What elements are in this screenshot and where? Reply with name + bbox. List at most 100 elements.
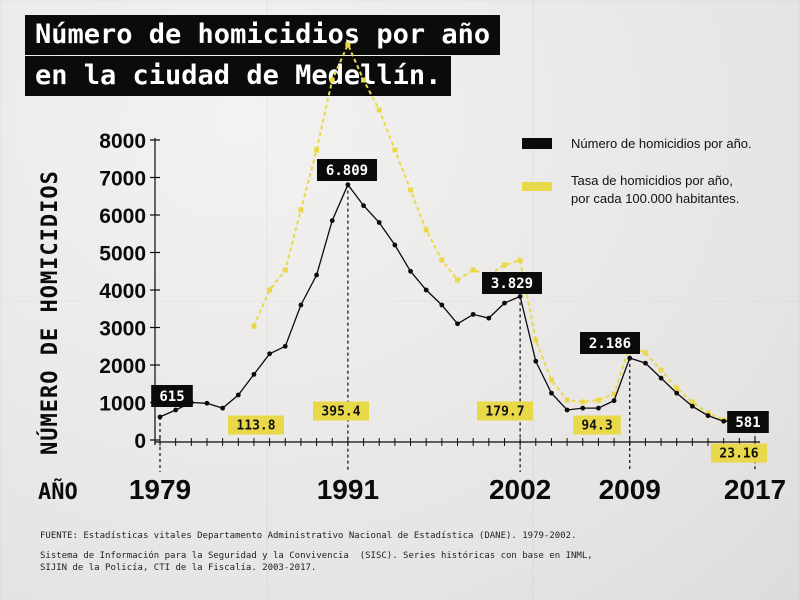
count-point [721, 418, 727, 424]
count-point [251, 371, 257, 377]
rate-point [329, 77, 335, 83]
count-value-label: 581 [727, 411, 769, 433]
x-tick-label: 1979 [129, 474, 191, 505]
x-axis: 1979 1991 2002 2009 2017 [129, 438, 786, 505]
count-point [204, 400, 210, 406]
y-tick-label: 8000 [99, 130, 146, 153]
count-point [345, 182, 351, 188]
count-point [564, 407, 570, 413]
source-note-1: FUENTE: Estadísticas vitales Departament… [40, 531, 577, 541]
rate-point [642, 350, 648, 356]
count-point [705, 413, 711, 419]
rate-point [658, 367, 664, 373]
rate-point [251, 323, 257, 329]
rate-label-text: 179.7 [485, 405, 524, 420]
count-label-box [482, 272, 542, 294]
rate-point [361, 77, 367, 83]
legend-label-rate: por cada 100.000 habitantes. [571, 191, 739, 206]
rate-point [314, 147, 320, 153]
rate-label-box [477, 401, 533, 421]
y-tick-label: 0 [134, 430, 146, 453]
count-value-label: 615 [151, 385, 193, 407]
rate-point [267, 287, 273, 293]
chart-title-line-2: en la ciudad de Medellín. [25, 56, 452, 96]
rate-point [298, 207, 304, 213]
rate-point [501, 262, 507, 268]
count-label-text: 3.829 [491, 276, 533, 292]
y-tick-label: 4000 [99, 280, 146, 303]
count-point [689, 403, 695, 409]
count-point [642, 360, 648, 366]
rate-point [580, 399, 586, 405]
x-tick-label: 2009 [599, 474, 661, 505]
y-tick-label: 7000 [99, 168, 146, 191]
legend: Número de homicidios por año. Tasa de hom… [522, 136, 752, 206]
count-point [611, 398, 617, 404]
count-point [658, 375, 664, 381]
count-point [627, 355, 633, 361]
rate-point [376, 107, 382, 113]
count-point [455, 321, 460, 327]
rate-point [423, 227, 429, 233]
rate-point [408, 187, 414, 193]
count-label-text: 615 [159, 389, 184, 405]
count-point [267, 351, 273, 357]
rate-label-text: 113.8 [236, 419, 275, 434]
rate-label-text: 23.16 [719, 447, 758, 462]
count-point [235, 392, 241, 398]
y-tick-label: 3000 [99, 318, 146, 341]
rate-label-box [313, 401, 369, 421]
rate-point [345, 42, 351, 48]
rate-point [674, 385, 680, 391]
x-axis-title: AÑO [38, 479, 78, 505]
value-labels: 615 6.809 3.829 2.186 581 113.8 395.4 179.7 94.3… [151, 159, 769, 463]
count-value-label: 3.829 [482, 272, 542, 294]
chart-title-line-1: Número de homicidios por año [25, 15, 501, 55]
count-line [159, 183, 756, 422]
count-label-box [727, 411, 769, 433]
rate-point [470, 267, 476, 273]
rate-line [252, 42, 756, 422]
count-label-text: 2.186 [589, 336, 631, 352]
rate-point [548, 377, 554, 383]
rate-point [439, 257, 445, 263]
rate-value-label: 94.3 [573, 415, 621, 435]
rate-point [595, 397, 601, 403]
count-label-box [580, 332, 640, 354]
rate-label-box [573, 415, 621, 435]
count-point [282, 343, 288, 349]
count-point [392, 242, 398, 248]
count-point [596, 405, 601, 411]
x-tick-label: 2002 [489, 474, 551, 505]
count-value-label: 6.809 [317, 159, 377, 181]
count-value-label: 2.186 [580, 332, 640, 354]
rate-value-label: 179.7 [477, 401, 533, 421]
count-point [157, 414, 163, 420]
x-tick-label: 1991 [317, 474, 379, 505]
rate-point [455, 277, 460, 283]
rate-label-text: 94.3 [581, 419, 612, 434]
count-point [314, 272, 319, 278]
rate-value-label: 113.8 [228, 415, 284, 435]
source-note-2: Sistema de Información para la Seguridad… [40, 551, 593, 573]
rate-point [611, 391, 617, 397]
count-label-box [317, 159, 377, 181]
rate-value-label: 395.4 [313, 401, 369, 421]
series-count [157, 182, 758, 424]
count-point [580, 405, 586, 411]
count-point [173, 407, 179, 413]
rate-value-label: 23.16 [711, 443, 767, 463]
count-point [361, 203, 366, 209]
y-tick-label: 5000 [99, 243, 146, 266]
legend-label-count: Número de homicidios por año. [571, 136, 752, 151]
legend-swatch-rate [522, 182, 552, 191]
legend-label-rate: Tasa de homicidios por año, [571, 173, 733, 188]
rate-point [705, 410, 711, 416]
count-point [423, 287, 429, 293]
count-label-text: 6.809 [326, 163, 368, 179]
count-point [329, 218, 335, 224]
rate-point [517, 257, 523, 263]
count-point [486, 315, 492, 321]
